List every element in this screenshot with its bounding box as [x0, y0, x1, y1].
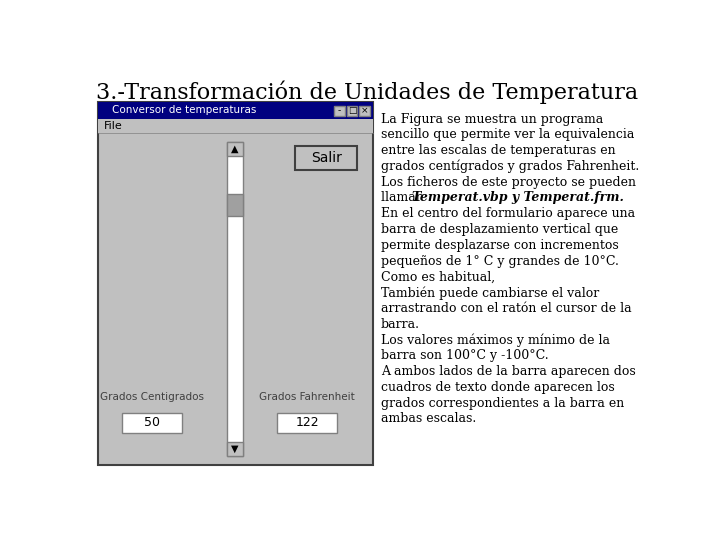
Bar [334, 106, 345, 117]
Text: ambas escalas.: ambas escalas. [381, 413, 476, 426]
Bar [228, 142, 243, 156]
Text: File: File [104, 120, 122, 131]
Text: pequeños de 1° C y grandes de 10°C.: pequeños de 1° C y grandes de 10°C. [381, 254, 618, 268]
Text: En el centro del formulario aparece una: En el centro del formulario aparece una [381, 207, 635, 220]
Text: grados centígrados y grados Fahrenheit.: grados centígrados y grados Fahrenheit. [381, 160, 639, 173]
Text: llamar: llamar [381, 192, 426, 205]
Text: Salir: Salir [311, 151, 342, 165]
Text: □: □ [348, 106, 356, 116]
Text: La Figura se muestra un programa: La Figura se muestra un programa [381, 112, 603, 125]
Text: ▼: ▼ [231, 444, 238, 454]
Text: ×: × [361, 106, 368, 116]
Text: Los ficheros de este proyecto se pueden: Los ficheros de este proyecto se pueden [381, 176, 636, 188]
Bar [228, 442, 243, 456]
Bar [295, 146, 357, 170]
Text: barra son 100°C y -100°C.: barra son 100°C y -100°C. [381, 349, 548, 362]
Text: ▲: ▲ [231, 144, 238, 154]
Bar [346, 106, 357, 117]
Bar [228, 194, 243, 215]
Text: entre las escalas de temperaturas en: entre las escalas de temperaturas en [381, 144, 616, 157]
Text: Temperat.vbp y Temperat.frm.: Temperat.vbp y Temperat.frm. [412, 192, 624, 205]
Text: permite desplazarse con incrementos: permite desplazarse con incrementos [381, 239, 618, 252]
Text: barra.: barra. [381, 318, 420, 330]
Bar [359, 106, 370, 117]
Text: cuadros de texto donde aparecen los: cuadros de texto donde aparecen los [381, 381, 614, 394]
Text: Grados Fahrenheit: Grados Fahrenheit [259, 393, 355, 402]
Text: Los valores máximos y mínimo de la: Los valores máximos y mínimo de la [381, 334, 610, 347]
Text: 3.-Transformación de Unidades de Temperatura: 3.-Transformación de Unidades de Tempera… [96, 80, 639, 104]
Text: También puede cambiarse el valor: También puede cambiarse el valor [381, 286, 599, 300]
Text: 50: 50 [144, 416, 160, 429]
Text: arrastrando con el ratón el cursor de la: arrastrando con el ratón el cursor de la [381, 302, 631, 315]
Text: Como es habitual,: Como es habitual, [381, 271, 495, 284]
Bar [98, 119, 373, 132]
Bar [98, 102, 373, 119]
Text: A ambos lados de la barra aparecen dos: A ambos lados de la barra aparecen dos [381, 365, 635, 378]
Text: -: - [338, 106, 341, 116]
Text: sencillo que permite ver la equivalencia: sencillo que permite ver la equivalencia [381, 129, 634, 141]
Bar [98, 102, 373, 465]
Text: Conversor de temperaturas: Conversor de temperaturas [112, 105, 256, 115]
Text: Grados Centigrados: Grados Centigrados [100, 393, 204, 402]
Bar [276, 413, 337, 433]
Text: barra de desplazamiento vertical que: barra de desplazamiento vertical que [381, 223, 618, 236]
Text: 122: 122 [295, 416, 319, 429]
Bar [122, 413, 182, 433]
Bar [228, 142, 243, 456]
Text: grados correspondientes a la barra en: grados correspondientes a la barra en [381, 397, 624, 410]
